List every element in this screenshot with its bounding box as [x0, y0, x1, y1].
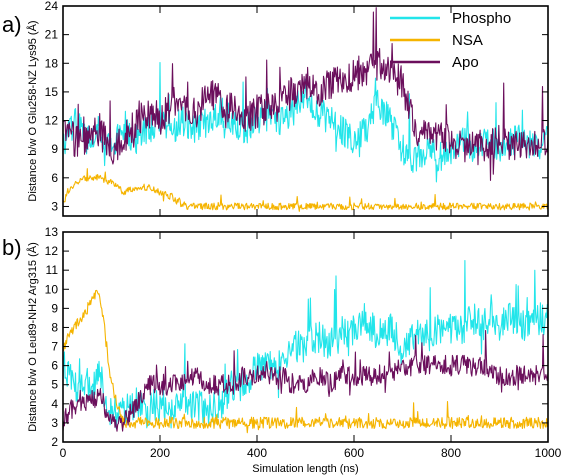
y-tick-label: 5: [51, 378, 58, 392]
panel-label: a): [2, 12, 22, 37]
x-tick-label: 1000: [535, 446, 562, 460]
x-tick-label: 600: [344, 446, 364, 460]
y-tick-label: 2: [51, 435, 58, 449]
x-tick-label: 0: [60, 446, 67, 460]
x-tick-label: 400: [247, 446, 267, 460]
plot-frame: [62, 5, 549, 217]
plot-frame: [62, 231, 549, 443]
y-axis-label: Distance b/w O Glu258-NZ Lys95 (Å): [26, 20, 39, 201]
x-axis-label: Simulation length (ns): [252, 463, 358, 475]
x-tick-label: 800: [441, 446, 461, 460]
legend-label: NSA: [452, 32, 483, 49]
y-tick-label: 3: [51, 416, 58, 430]
panel-b: 2 3 4 5 6 7 8 9 10 11 12 13 0 200 400 600 800 1000 Distanc…: [2, 225, 562, 475]
series-line-apo: [63, 7, 548, 181]
y-tick-label: 12: [45, 114, 59, 128]
panel-a: 3 6 9 12 15 18 21 24 Distance b/w O Glu258-NZ Ly…: [2, 0, 549, 217]
y-tick-label: 13: [45, 225, 59, 239]
y-tick-label: 24: [45, 0, 59, 13]
series-line-phospho: [63, 259, 548, 430]
y-tick-label: 6: [51, 171, 58, 185]
panel-label: b): [2, 235, 22, 260]
y-tick-label: 21: [45, 28, 59, 42]
y-axis-label: Distance b/w O Leu89-NH2 Arg315 (Å): [26, 242, 39, 432]
legend-label: Phospho: [452, 10, 511, 27]
series-line-nsa: [63, 168, 548, 212]
y-tick-label: 11: [46, 263, 59, 277]
y-tick-label: 10: [45, 282, 59, 296]
series-line-nsa: [63, 289, 548, 434]
y-tick-label: 9: [51, 301, 58, 315]
y-tick-label: 9: [51, 142, 58, 156]
x-tick-label: 200: [150, 446, 170, 460]
y-tick-label: 12: [45, 244, 59, 258]
legend: Phospho NSA Apo: [390, 10, 511, 71]
series-line-apo: [63, 330, 548, 432]
plot-area: [63, 7, 548, 212]
y-tick-label: 18: [45, 56, 59, 70]
y-tick-label: 6: [51, 359, 58, 373]
y-tick-label: 3: [51, 199, 58, 213]
plot-area: [63, 259, 548, 434]
y-tick-label: 7: [51, 340, 58, 354]
legend-label: Apo: [452, 54, 479, 71]
y-tick-label: 4: [51, 397, 58, 411]
y-tick-label: 8: [51, 320, 58, 334]
y-tick-label: 15: [45, 85, 59, 99]
